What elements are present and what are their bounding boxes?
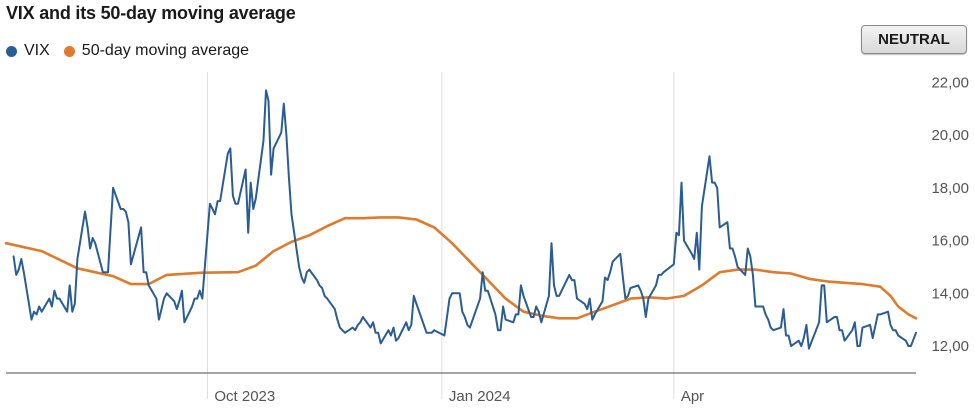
- y-tick-label: 18,00: [931, 180, 969, 197]
- y-tick-label: 14,00: [931, 285, 969, 302]
- sentiment-badge: NEUTRAL: [861, 25, 967, 54]
- y-tick-label: 16,00: [931, 233, 969, 250]
- legend-label-moving-average: 50-day moving average: [81, 42, 250, 59]
- legend: VIX 50-day moving average: [6, 42, 263, 60]
- legend-dot-vix: [6, 45, 17, 57]
- x-tick-label: Apr: [681, 388, 704, 405]
- y-tick-label: 12,00: [931, 338, 969, 355]
- x-tick-label: Oct 2023: [214, 388, 275, 405]
- legend-item-moving-average: 50-day moving average: [63, 42, 250, 60]
- x-tick-label: Jan 2024: [449, 388, 511, 405]
- chart-title: VIX and its 50-day moving average: [6, 3, 296, 23]
- y-tick-label: 22,00: [931, 75, 969, 92]
- legend-dot-moving-average: [63, 45, 75, 57]
- legend-label-vix: VIX: [24, 42, 50, 59]
- legend-item-vix: VIX: [6, 42, 50, 60]
- y-tick-label: 20,00: [931, 127, 969, 144]
- vix-line: [12, 89, 917, 350]
- moving-average-line: [4, 216, 918, 320]
